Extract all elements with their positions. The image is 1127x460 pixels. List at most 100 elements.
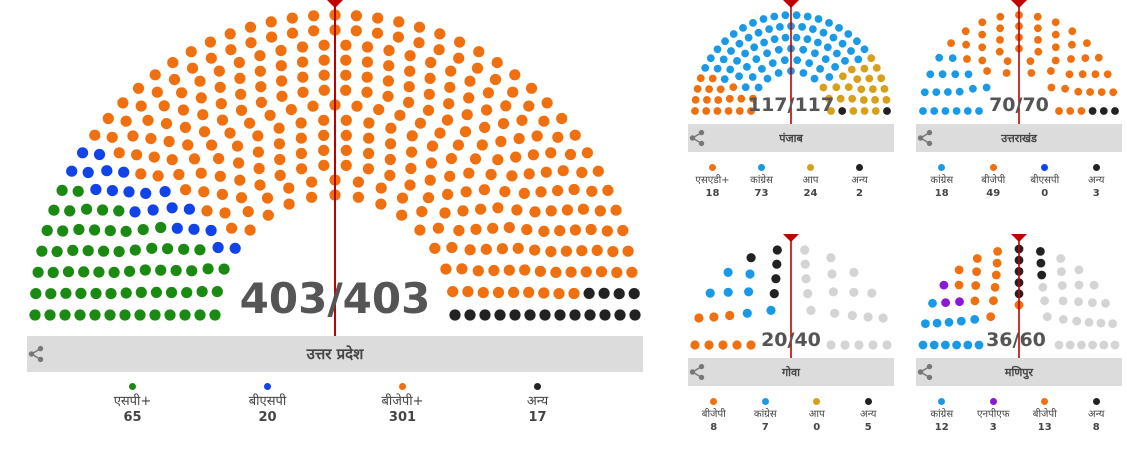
legend-item: एसएडी+ 18 (688, 164, 737, 200)
seat-dot (229, 242, 241, 254)
seat-dot (853, 37, 861, 46)
seat-dot (983, 67, 991, 75)
share-icon[interactable] (27, 345, 45, 363)
legend-label: आप (808, 409, 825, 420)
legend-count: 301 (388, 409, 417, 425)
seat-dot (202, 263, 214, 275)
seat-dot (481, 104, 493, 116)
seat-dot (1002, 69, 1011, 77)
legend-dot (761, 398, 769, 405)
seat-dot (82, 166, 94, 179)
seat-dot (383, 60, 395, 72)
seat-dot (404, 179, 416, 191)
seat-dot (733, 57, 741, 65)
seat-dot (823, 43, 832, 52)
seat-dot (1083, 39, 1091, 47)
seat-dot (195, 92, 207, 104)
seat-dot (598, 287, 610, 299)
seat-dot (131, 149, 143, 161)
seat-dot (176, 87, 188, 99)
share-icon[interactable] (688, 129, 706, 147)
seat-dot (145, 133, 157, 145)
seat-dot (30, 288, 42, 300)
seat-dot (340, 159, 352, 171)
seat-dot (531, 130, 543, 142)
seat-dot (704, 340, 714, 350)
seat-dot (521, 224, 533, 236)
seat-dot (512, 242, 524, 254)
seat-dot (186, 62, 199, 74)
seat-dot (166, 202, 178, 214)
seat-dot (781, 33, 790, 42)
share-icon[interactable] (916, 129, 934, 147)
seat-dot (234, 174, 246, 186)
seat-dot (583, 287, 595, 299)
seat-dot (569, 224, 582, 236)
share-icon[interactable] (916, 363, 934, 381)
seat-dot (233, 56, 245, 69)
seat-dot (622, 245, 634, 257)
seat-dot (183, 203, 195, 215)
seat-dot (594, 205, 606, 217)
seat-dot (340, 114, 352, 126)
seat-dot (1036, 258, 1046, 268)
legend-item: बीएसपी 20 (200, 383, 335, 426)
seat-dot (464, 244, 476, 256)
seat-dot (276, 90, 288, 102)
seat-dot (295, 132, 307, 144)
seat-dot (254, 179, 266, 191)
seat-dot (350, 25, 362, 37)
seat-dot (882, 340, 892, 350)
chart-uttarakhand: 70/70 उत्तराखंड कांग्रेस 18 बीजेपी 49 बीएस… (916, 0, 1122, 215)
seat-dot (869, 85, 877, 93)
state-bar-goa: गोवा (688, 358, 894, 386)
seat-dot (529, 206, 541, 218)
seat-dot (218, 263, 230, 275)
seat-dot (577, 203, 590, 215)
seat-dot (425, 157, 437, 169)
legend-count: 13 (1037, 422, 1052, 433)
seat-dot (1056, 254, 1066, 263)
seat-dot (479, 121, 491, 133)
seat-dot (871, 96, 879, 104)
seat-dot (82, 245, 94, 257)
seat-dot (306, 191, 318, 203)
seat-dot (759, 15, 768, 23)
seat-dot (479, 309, 491, 321)
legend-count: 65 (123, 409, 142, 425)
legend-label: अन्य (851, 175, 868, 186)
seat-dot (59, 309, 71, 321)
share-icon[interactable] (688, 363, 706, 381)
hemicycle-manipur (918, 234, 1120, 358)
seat-dot (185, 46, 197, 58)
seat-dot (245, 37, 257, 49)
seat-dot (449, 309, 461, 321)
seat-dot (781, 11, 790, 20)
seat-dot (77, 147, 89, 159)
seat-dot (877, 74, 886, 83)
seat-dot (754, 83, 763, 92)
seat-dot (384, 169, 396, 181)
seat-dot (194, 75, 206, 87)
seat-dot (772, 245, 782, 255)
seat-dot (433, 44, 445, 56)
seat-dot (825, 94, 833, 103)
seat-dot (253, 162, 265, 175)
seat-dot (1088, 340, 1097, 350)
seat-dot (171, 222, 183, 234)
seat-dot (108, 266, 120, 278)
seat-dot (461, 109, 473, 121)
seat-dot (801, 274, 811, 284)
seat-dot (201, 205, 213, 217)
seat-dot (361, 56, 373, 68)
seat-dot (944, 317, 954, 327)
seat-dot (494, 309, 506, 321)
seat-dot (487, 222, 499, 234)
seat-dot (146, 242, 158, 254)
chart-punjab: 117/117 पंजाब एसएडी+ 18 कांग्रेस 73 आप 24 अ… (688, 0, 894, 215)
seat-dot (497, 118, 510, 130)
seat-dot (780, 56, 789, 65)
seat-dot (244, 117, 256, 129)
legend-item: कांग्रेस 7 (740, 398, 792, 434)
seat-dot (403, 96, 415, 108)
